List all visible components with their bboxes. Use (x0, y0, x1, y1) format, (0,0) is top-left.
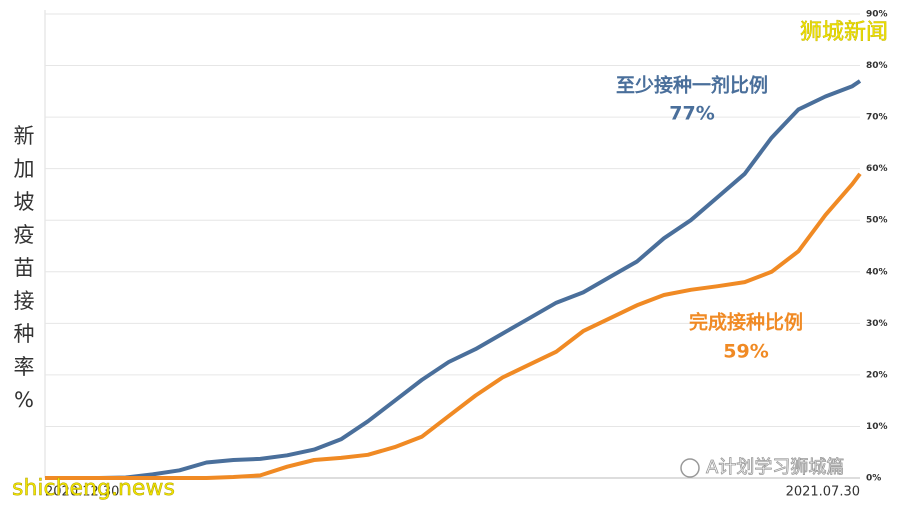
y-tick-label: 10% (866, 422, 888, 432)
series-end-label: 77% (669, 103, 714, 125)
y-axis-label-char: 种 (14, 322, 35, 346)
y-tick-label: 80% (866, 61, 888, 71)
y-tick-label: 0% (866, 474, 881, 484)
y-axis-label-char: % (14, 388, 34, 412)
y-axis-label-char: 疫 (14, 223, 35, 247)
y-tick-label: 50% (866, 216, 888, 226)
y-tick-label: 30% (866, 319, 888, 329)
series-line (45, 172, 862, 480)
series-label: 至少接种一剂比例 (616, 74, 768, 97)
y-axis-label-char: 率 (14, 355, 35, 379)
y-axis-label-char: 苗 (14, 256, 35, 280)
x-tick-label: 2021.07.30 (786, 485, 860, 500)
y-tick-label: 20% (866, 370, 888, 380)
watermark: 狮城新闻 (800, 20, 888, 45)
x-tick-label: 2020.12.30 (45, 485, 119, 500)
series-label: 完成接种比例 (689, 311, 803, 334)
watermark-icon (680, 458, 700, 478)
y-tick-label: 40% (866, 267, 888, 277)
watermark: A计划学习狮城篇 (706, 457, 844, 478)
y-tick-label: 60% (866, 164, 888, 174)
series-end-label: 59% (723, 341, 768, 363)
y-axis-label-char: 新 (14, 124, 35, 148)
y-axis-label-char: 接 (14, 289, 35, 313)
y-tick-label: 90% (866, 10, 888, 20)
y-axis-label-char: 坡 (14, 190, 35, 214)
y-tick-label: 70% (866, 113, 888, 123)
watermark: shicheng.news (12, 476, 175, 501)
series-line (45, 79, 862, 480)
y-axis-label-char: 加 (14, 157, 35, 181)
